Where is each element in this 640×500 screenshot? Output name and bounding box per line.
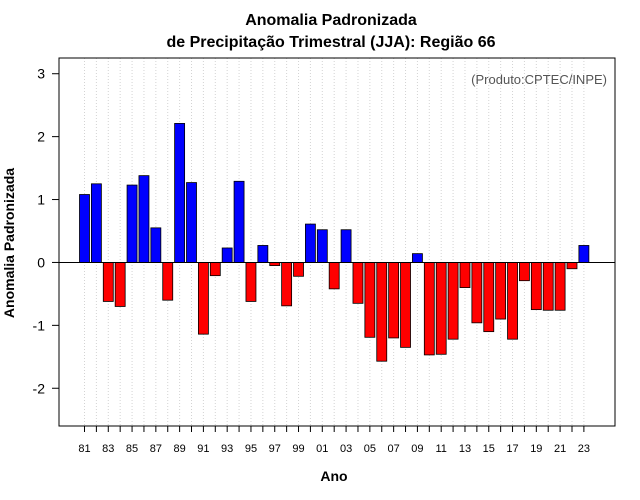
bar-1994 [233,180,245,263]
bar-2011 [435,262,447,355]
bar-1986 [138,175,150,263]
y-axis-label: Anomalia Padronizada [1,168,17,318]
x-tick-label: 87 [150,443,162,455]
x-tick-label: 89 [173,443,185,455]
bar-1987 [150,227,162,263]
bar-2018 [519,262,530,282]
x-tick-label: 23 [578,443,590,455]
bar-1988 [162,262,174,301]
bar-2013 [459,262,471,289]
chart-title-line2: de Precipitação Trimestral (JJA): Região… [166,34,495,51]
x-tick-label: 11 [435,443,446,455]
x-tick-label: 91 [197,443,209,455]
bar-2007 [388,262,400,339]
bar-1983 [102,262,114,302]
chart-title-line1: Anomalia Padronizada [245,12,417,29]
bar-1984 [114,262,126,307]
bar-1990 [186,182,197,263]
x-tick-label: 21 [554,443,566,455]
bar-1985 [126,184,138,263]
bar-2012 [447,262,459,340]
x-axis: 81 83 85 87 89 91 93 95 97 99 01 03 05 07 09 11 13 15 17 19… [78,426,590,455]
bar-2004 [352,262,364,304]
product-credit: (Produto:CPTEC/INPE) [471,72,607,87]
bar-1989 [174,123,186,263]
bar-2017 [507,262,518,340]
bar-2009 [412,253,423,263]
bar-1991 [197,262,209,335]
x-tick-label: 07 [388,443,400,455]
x-axis-label: Ano [320,468,347,484]
y-tick-label: 0 [37,254,45,270]
bar-1995 [245,262,257,302]
bar-2016 [495,262,507,320]
x-tick-label: 17 [506,443,518,455]
bar-2019 [530,262,542,311]
bar-2002 [328,262,340,290]
x-tick-label: 01 [316,443,328,455]
bar-2006 [376,262,388,362]
bar-1996 [257,245,269,263]
plot-frame [58,57,616,427]
bar-2020 [542,262,554,311]
bar-2010 [423,262,435,356]
bar-1993 [221,247,233,263]
x-tick-label: 85 [126,443,138,455]
x-tick-label: 83 [102,443,114,455]
x-tick-label: 97 [269,443,281,455]
y-tick-label: 2 [37,129,45,145]
bar-2003 [340,229,352,263]
bar-1999 [293,262,304,277]
x-tick-label: 15 [483,443,495,455]
y-tick-label: -2 [33,380,46,396]
bar-1998 [281,262,293,307]
x-tick-label: 03 [340,443,352,455]
bar-2015 [483,262,495,333]
y-tick-label: 1 [37,192,45,208]
bar-2001 [316,229,328,263]
bar-2023 [578,245,590,263]
bar-2008 [400,262,411,348]
x-tick-label: 09 [411,443,423,455]
x-tick-label: 05 [364,443,376,455]
bar-1992 [209,262,221,277]
x-tick-label: 93 [221,443,233,455]
x-tick-label: 95 [245,443,257,455]
bar-2022 [566,262,578,270]
y-axis: -2 -1 0 1 2 3 [33,66,59,396]
y-tick-label: 3 [37,66,45,82]
bar-2021 [554,262,566,311]
bar-1982 [90,183,102,263]
x-tick-label: 81 [78,443,90,455]
bar-2000 [305,223,316,263]
x-tick-label: 13 [459,443,471,455]
bar-2014 [471,262,483,324]
x-tick-label: 99 [292,443,304,455]
bar-2005 [364,262,376,338]
y-tick-label: -1 [33,317,46,333]
bar-1981 [79,194,90,263]
x-tick-label: 19 [530,443,542,455]
